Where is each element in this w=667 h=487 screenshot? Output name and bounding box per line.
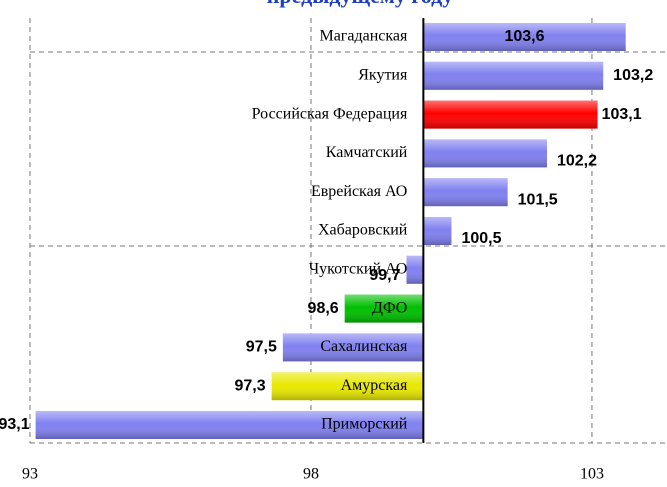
value-label: 97,3 (234, 377, 265, 394)
bar-shade (423, 61, 604, 90)
bar-shade (271, 372, 424, 401)
category-label: Сахалинская (320, 338, 408, 355)
bar-shade (423, 139, 547, 168)
value-label: 102,2 (557, 153, 597, 170)
category-label: Еврейская АО (311, 183, 407, 200)
category-label: ДФО (372, 299, 407, 316)
value-label: 100,5 (461, 230, 501, 247)
bar-shade (423, 100, 598, 129)
value-label: 101,5 (518, 191, 558, 208)
bar-shade (423, 217, 452, 245)
category-label: Хабаровский (318, 222, 408, 239)
category-label: Приморский (321, 416, 408, 433)
category-label: Чукотский АО (309, 260, 408, 277)
bar-shade (423, 23, 626, 51)
value-label: 99,7 (369, 267, 400, 284)
category-label: Российская Федерация (252, 105, 408, 122)
bar-shade (344, 294, 424, 323)
x-tick-label: 103 (580, 466, 604, 483)
value-label: 93,1 (0, 416, 30, 433)
bar-shade (406, 255, 424, 284)
x-tick-label: 98 (303, 466, 319, 483)
category-label: Магаданская (319, 28, 408, 45)
value-label: 103,1 (602, 106, 642, 123)
bar-shade (35, 411, 424, 439)
value-label: 97,5 (246, 339, 277, 356)
category-label: Якутия (358, 66, 408, 83)
value-label: 103,6 (504, 28, 544, 45)
value-label: 103,2 (613, 67, 653, 84)
bar-shade (282, 333, 424, 362)
value-label: 98,6 (308, 300, 339, 317)
category-label: Амурская (341, 377, 408, 394)
chart-title: предыдущему году (267, 0, 454, 8)
category-label: Камчатский (326, 144, 408, 161)
bar-shade (423, 178, 508, 207)
x-tick-label: 93 (22, 466, 38, 483)
